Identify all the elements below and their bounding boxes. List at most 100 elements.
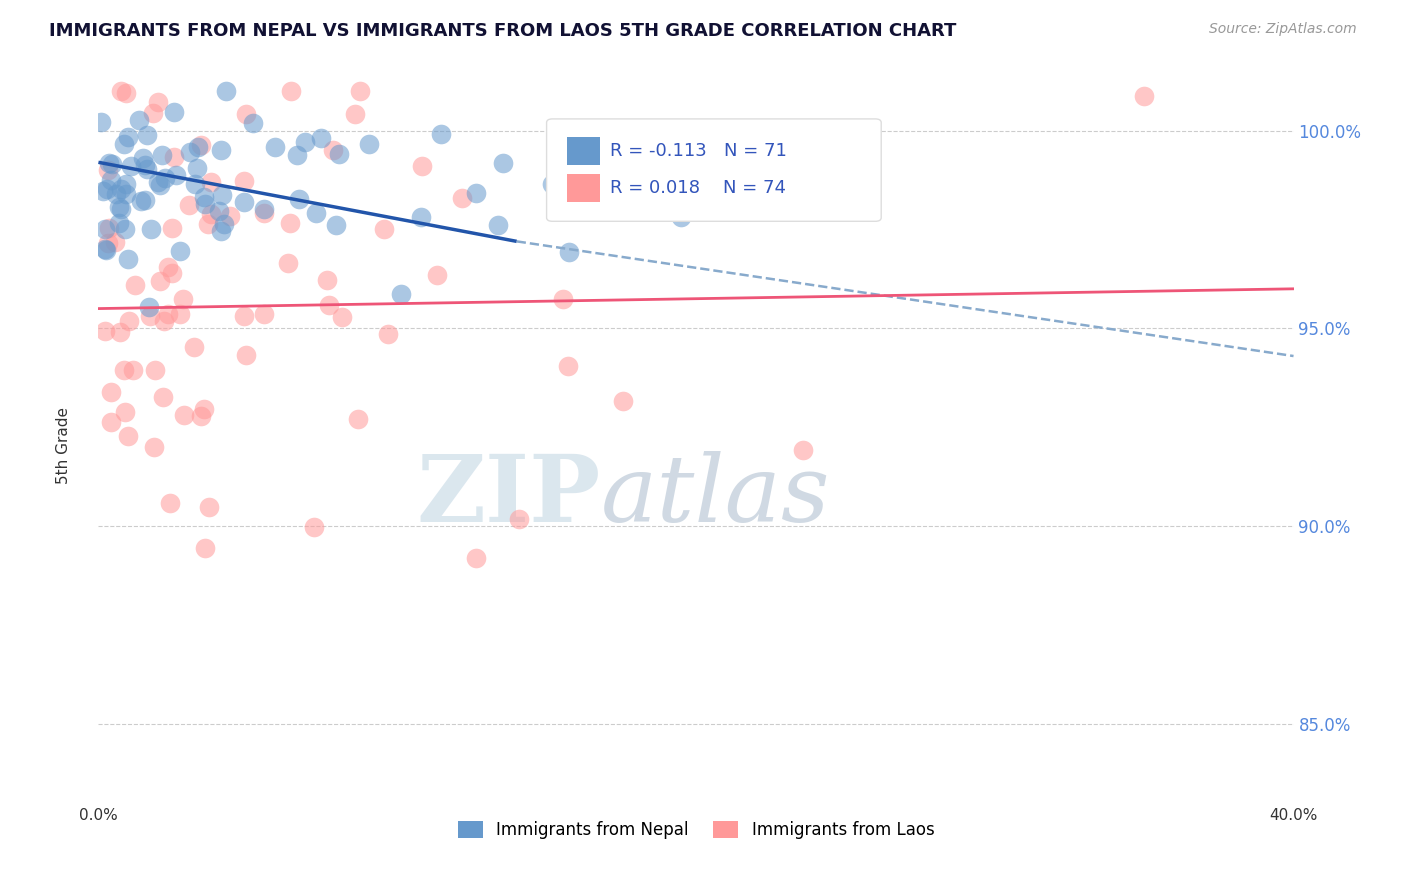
- Point: [104, 235, 127, 249]
- Point: [389, 287, 412, 301]
- Point: [179, 145, 201, 160]
- Point: [309, 131, 332, 145]
- Point: [173, 408, 195, 422]
- Point: [153, 170, 176, 185]
- Point: [100, 385, 122, 400]
- Point: [193, 190, 215, 204]
- Point: [637, 193, 659, 207]
- Point: [233, 174, 256, 188]
- Point: [129, 194, 152, 209]
- Bar: [567, 137, 600, 165]
- Point: [212, 217, 235, 231]
- Point: [430, 127, 453, 141]
- Point: [190, 137, 212, 152]
- Point: [332, 310, 354, 325]
- Text: R = 0.018    N = 74: R = 0.018 N = 74: [610, 178, 786, 196]
- Point: [190, 409, 212, 424]
- Point: [325, 218, 347, 232]
- Point: [114, 404, 136, 418]
- Point: [157, 307, 180, 321]
- Point: [110, 202, 132, 217]
- Point: [114, 222, 136, 236]
- Point: [492, 155, 515, 169]
- Point: [136, 162, 159, 177]
- Point: [242, 116, 264, 130]
- Point: [159, 496, 181, 510]
- Point: [153, 314, 176, 328]
- Point: [162, 266, 184, 280]
- Point: [183, 340, 205, 354]
- Point: [285, 148, 308, 162]
- Point: [193, 401, 215, 416]
- Point: [451, 191, 474, 205]
- Point: [108, 325, 131, 339]
- Point: [98, 221, 121, 235]
- Point: [288, 192, 311, 206]
- Point: [280, 216, 302, 230]
- Point: [138, 309, 160, 323]
- Point: [152, 390, 174, 404]
- Point: [235, 107, 257, 121]
- Point: [486, 218, 509, 232]
- Point: [349, 84, 371, 98]
- Point: [209, 144, 232, 158]
- Point: [187, 140, 209, 154]
- Point: [558, 244, 581, 259]
- Text: IMMIGRANTS FROM NEPAL VS IMMIGRANTS FROM LAOS 5TH GRADE CORRELATION CHART: IMMIGRANTS FROM NEPAL VS IMMIGRANTS FROM…: [49, 22, 956, 40]
- Point: [233, 194, 256, 209]
- Point: [163, 105, 186, 120]
- Point: [557, 359, 579, 373]
- Point: [669, 210, 692, 224]
- Text: R = -0.113   N = 71: R = -0.113 N = 71: [610, 142, 787, 160]
- Text: ZIP: ZIP: [416, 450, 600, 541]
- Point: [209, 224, 232, 238]
- Point: [219, 209, 242, 223]
- Point: [141, 221, 163, 235]
- Point: [104, 186, 127, 201]
- Point: [114, 177, 136, 191]
- Point: [94, 324, 117, 338]
- Point: [112, 137, 135, 152]
- Point: [411, 159, 433, 173]
- Point: [146, 175, 169, 189]
- Point: [169, 244, 191, 258]
- Point: [128, 113, 150, 128]
- Point: [117, 130, 139, 145]
- Point: [322, 143, 344, 157]
- Point: [143, 363, 166, 377]
- Point: [134, 158, 156, 172]
- Point: [200, 175, 222, 189]
- Point: [179, 197, 201, 211]
- Point: [377, 327, 399, 342]
- Point: [197, 500, 219, 514]
- Point: [110, 84, 132, 98]
- Point: [100, 415, 122, 429]
- Point: [132, 152, 155, 166]
- FancyBboxPatch shape: [547, 119, 882, 221]
- Legend: Immigrants from Nepal, Immigrants from Laos: Immigrants from Nepal, Immigrants from L…: [451, 814, 941, 846]
- Point: [97, 163, 120, 178]
- Point: [117, 252, 139, 267]
- Point: [118, 314, 141, 328]
- Point: [163, 150, 186, 164]
- Point: [143, 440, 166, 454]
- Point: [465, 551, 488, 566]
- Point: [160, 220, 183, 235]
- Point: [96, 182, 118, 196]
- Text: 5th Grade: 5th Grade: [56, 408, 70, 484]
- Point: [97, 235, 120, 250]
- Point: [150, 147, 173, 161]
- Point: [411, 210, 433, 224]
- Point: [344, 107, 367, 121]
- Point: [214, 84, 236, 98]
- Point: [149, 274, 172, 288]
- Point: [253, 202, 276, 216]
- Point: [464, 186, 486, 200]
- Point: [100, 173, 122, 187]
- Point: [318, 298, 340, 312]
- Point: [156, 260, 179, 275]
- Point: [553, 292, 575, 306]
- Point: [134, 193, 156, 207]
- Point: [612, 394, 634, 409]
- Point: [253, 307, 276, 321]
